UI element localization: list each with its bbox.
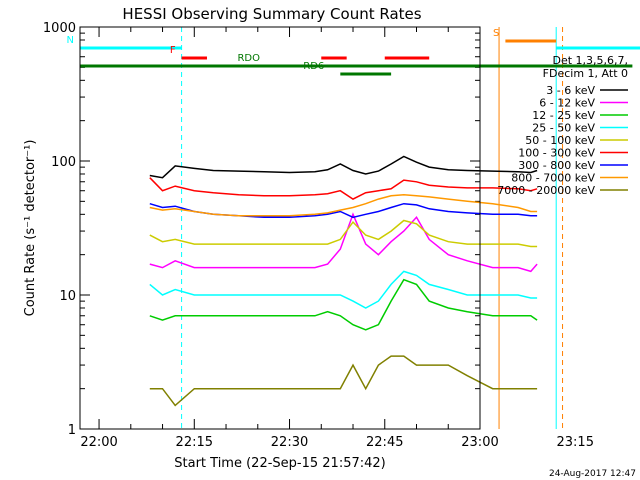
segment-label-rdo: RDO xyxy=(237,53,260,64)
series-line-800-7000keV xyxy=(149,193,538,217)
y-tick-label: 10 xyxy=(59,289,76,304)
series-line-50-100keV xyxy=(149,219,538,248)
legend-label: 100 - 300 keV xyxy=(518,147,595,160)
footer-timestamp: 24-Aug-2017 12:47 xyxy=(549,469,636,479)
x-axis-title: Start Time (22-Sep-15 21:57:42) xyxy=(174,456,385,471)
legend-label: 800 - 7000 keV xyxy=(511,172,595,185)
legend-label: 25 - 50 keV xyxy=(532,122,595,135)
legend: Det 1,3,5,6,7, FDecim 1, Att 0 3 - 6 keV… xyxy=(497,54,628,197)
legend-label: 50 - 100 keV xyxy=(525,134,595,147)
series-line-100-300keV xyxy=(149,177,538,200)
x-tick-label: 22:15 xyxy=(176,435,213,450)
x-tick-label: 22:45 xyxy=(366,435,403,450)
series-line-12-25keV xyxy=(149,278,538,331)
legend-label: 300 - 800 keV xyxy=(518,159,595,172)
y-tick-label: 100 xyxy=(51,155,76,170)
x-tick-label: 23:00 xyxy=(461,435,498,450)
series-line-3-6keV xyxy=(149,155,538,179)
x-tick-label: 22:00 xyxy=(80,435,117,450)
segment-label-rd6: RD6 xyxy=(303,61,324,72)
x-tick-label: 22:30 xyxy=(271,435,308,450)
legend-header-1: Det 1,3,5,6,7, xyxy=(552,54,628,67)
y-axis-title: Count Rate (s⁻¹ detector⁻¹) xyxy=(23,140,38,317)
series-line-25-50keV xyxy=(149,270,538,309)
y-tick-label: 1000 xyxy=(43,21,76,36)
chart-title: HESSI Observing Summary Count Rates xyxy=(122,5,421,23)
segment-label-f: F xyxy=(170,45,176,56)
segment-label-n: N xyxy=(67,35,74,46)
legend-label: 3 - 6 keV xyxy=(546,84,595,97)
x-tick-label: 23:15 xyxy=(557,435,594,450)
y-tick-label: 1 xyxy=(68,423,76,438)
segment-label-s: S xyxy=(493,28,499,39)
plot-frame xyxy=(79,26,481,430)
legend-label: 7000 - 20000 keV xyxy=(497,184,595,197)
legend-label: 6 - 12 keV xyxy=(539,97,595,110)
legend-label: 12 - 25 keV xyxy=(532,109,595,122)
series-line-7000-20000keV xyxy=(149,355,538,407)
legend-header-2: FDecim 1, Att 0 xyxy=(543,67,628,80)
